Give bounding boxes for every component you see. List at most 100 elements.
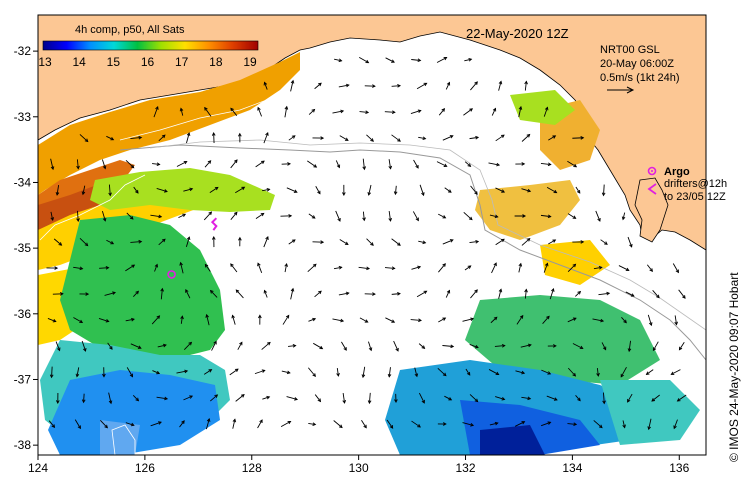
current-vector <box>257 107 262 117</box>
current-vector-head <box>494 421 499 426</box>
current-vector <box>540 214 551 218</box>
current-vector <box>183 395 193 401</box>
current-vector <box>620 366 627 378</box>
current-vector <box>385 57 395 63</box>
current-vector-head <box>417 58 422 63</box>
current-vector <box>210 290 218 298</box>
current-vector <box>157 344 167 348</box>
current-vector-head <box>388 165 393 170</box>
lat-tick-label: -32 <box>14 44 32 58</box>
current-vector-head <box>161 134 166 139</box>
current-vector-head <box>338 424 343 429</box>
current-vector <box>418 343 425 349</box>
current-vector-head <box>179 261 183 266</box>
current-vector <box>462 318 474 322</box>
current-vector-head <box>397 84 402 88</box>
current-vector-head <box>49 374 54 379</box>
current-vector <box>489 214 498 218</box>
current-vector <box>180 108 184 116</box>
current-vector-head <box>474 81 478 85</box>
current-vector <box>186 132 190 144</box>
current-vector-head <box>288 214 293 218</box>
argo-legend-icon <box>647 166 657 176</box>
current-vector-head <box>501 343 506 348</box>
current-vector <box>647 314 652 326</box>
current-vector-head <box>521 162 526 166</box>
current-vector <box>332 318 344 322</box>
argo-legend-label: Argo <box>664 166 690 178</box>
current-vector-head <box>76 165 80 170</box>
current-vector <box>438 263 446 273</box>
current-vector <box>574 291 581 297</box>
current-vector <box>101 211 106 221</box>
current-vector-head <box>365 110 370 115</box>
current-vector <box>130 241 142 243</box>
current-vector-head <box>602 400 606 405</box>
colorbar-tick-label: 18 <box>209 55 223 69</box>
current-vector <box>622 212 626 220</box>
current-vector <box>469 241 479 243</box>
current-vector-head <box>526 133 531 138</box>
current-vector <box>232 315 236 325</box>
current-vector-head <box>180 315 184 320</box>
current-vector <box>366 238 374 246</box>
current-vector-head <box>336 164 341 169</box>
current-vector <box>521 238 531 246</box>
current-vector-head <box>649 268 653 272</box>
current-vector <box>546 186 557 194</box>
lon-tick-label: 128 <box>242 461 262 475</box>
current-vector-head <box>129 373 134 378</box>
current-vector-head <box>320 240 325 244</box>
current-vector-head <box>443 163 448 167</box>
current-vector-head <box>370 242 374 246</box>
current-vector <box>307 367 316 377</box>
current-vector-head <box>367 400 372 405</box>
argo-float-marker[interactable] <box>167 270 176 279</box>
current-vector <box>339 239 349 245</box>
current-vector-head <box>186 132 191 137</box>
date-title: 22-May-2020 12Z <box>466 26 569 41</box>
current-vector <box>442 239 454 245</box>
current-vector-head <box>163 189 168 193</box>
current-vector-head <box>188 341 193 346</box>
current-vector-head <box>158 214 163 219</box>
current-vector-head <box>391 59 395 63</box>
current-vector <box>361 419 367 429</box>
current-vector <box>518 106 522 118</box>
current-vector <box>185 289 191 299</box>
current-vector <box>334 58 342 62</box>
current-vector <box>342 392 346 404</box>
current-vector-head <box>421 192 425 197</box>
current-vector-head <box>441 108 446 112</box>
current-vector <box>264 82 268 90</box>
lat-tick-label: -34 <box>14 175 32 189</box>
current-vector-head <box>395 347 399 352</box>
current-vector-head <box>645 371 650 375</box>
current-vector-head <box>156 370 161 375</box>
current-vector-head <box>311 108 316 113</box>
current-vector-head <box>553 397 558 401</box>
current-vector <box>336 368 339 376</box>
current-vector <box>541 369 551 375</box>
current-vector-head <box>259 419 263 424</box>
current-vector-head <box>544 262 549 267</box>
current-vector <box>257 419 263 429</box>
current-vector-head <box>475 135 480 140</box>
current-vector <box>416 290 427 298</box>
current-vector <box>469 343 479 349</box>
current-vector-head <box>290 79 295 84</box>
drifter-track[interactable] <box>210 217 218 231</box>
current-vector-head <box>627 348 632 353</box>
current-vector-head <box>521 421 526 425</box>
current-vector <box>674 315 677 325</box>
current-vector <box>281 370 290 374</box>
current-vector <box>288 345 296 347</box>
current-vector <box>205 418 210 430</box>
current-vector-head <box>522 214 527 218</box>
current-vector <box>567 423 577 425</box>
colorbar-tick-label: 19 <box>243 55 257 69</box>
current-vector <box>388 159 392 169</box>
current-vector <box>410 110 421 114</box>
current-vector <box>516 315 524 325</box>
